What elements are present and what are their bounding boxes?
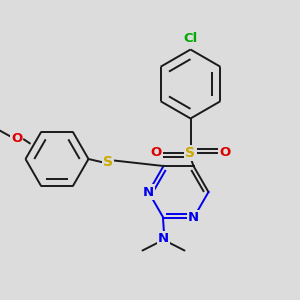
Text: S: S (103, 155, 113, 169)
Text: O: O (150, 146, 162, 160)
Text: S: S (185, 146, 196, 160)
Text: O: O (11, 131, 22, 145)
Text: N: N (143, 185, 154, 199)
Text: N: N (158, 232, 169, 245)
Text: O: O (219, 146, 231, 160)
Text: Cl: Cl (183, 32, 198, 45)
Text: N: N (188, 212, 199, 224)
